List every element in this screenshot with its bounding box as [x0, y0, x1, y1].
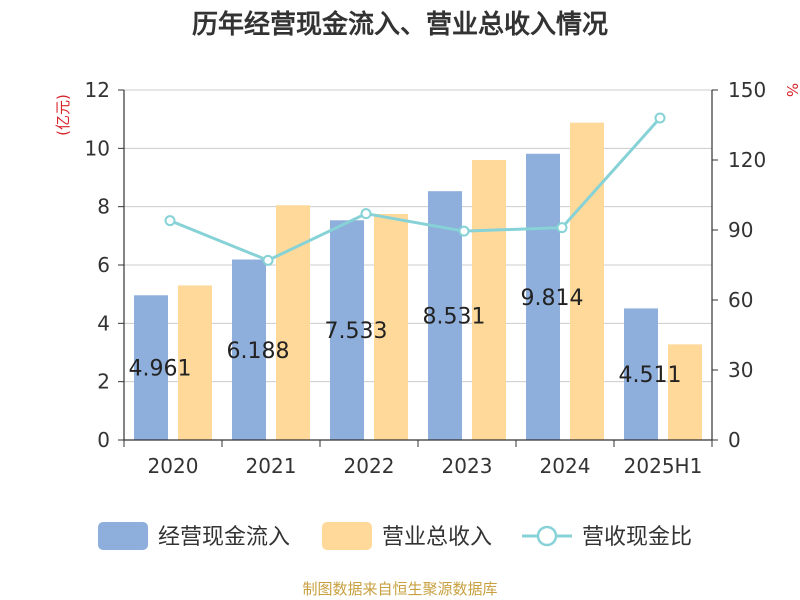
data-label: 8.531	[423, 305, 486, 330]
x-axis-tick-label: 2024	[540, 454, 591, 478]
ratio-line-series	[164, 112, 666, 266]
bar	[232, 259, 266, 440]
gridlines	[124, 89, 712, 383]
bar	[526, 153, 560, 440]
ratio-point	[360, 208, 372, 220]
right-axis-tick-label: 60	[728, 288, 753, 312]
left-axis-tick-label: 8	[97, 195, 110, 219]
bar	[428, 191, 462, 440]
legend-swatch	[322, 522, 372, 550]
bar-series	[134, 122, 702, 441]
data-label: 4.961	[129, 357, 192, 382]
x-axis-tick-label: 2022	[344, 454, 395, 478]
ratio-point	[262, 254, 274, 266]
left-axis-tick-label: 0	[97, 428, 110, 452]
bar	[330, 220, 364, 440]
ratio-line	[169, 117, 662, 262]
bar	[624, 308, 658, 440]
right-axis-tick-label: 30	[728, 358, 753, 382]
bar	[276, 205, 310, 440]
legend-label: 营业总收入	[382, 525, 492, 550]
legend: 经营现金流入 营业总收入 营收现金比	[98, 522, 692, 550]
left-axis-tick-label: 2	[97, 370, 110, 394]
left-axis-tick-label: 12	[85, 78, 110, 102]
data-labels: 4.961 6.188 7.533 8.531 9.814 4.511	[129, 286, 682, 388]
bar	[570, 122, 604, 441]
right-axis-tick-label: 150	[728, 78, 766, 102]
source-note: 制图数据来自恒生聚源数据库	[302, 580, 497, 598]
ratio-point	[556, 222, 568, 234]
bar	[178, 285, 212, 440]
x-axis-tick-label: 2023	[442, 454, 493, 478]
left-axis-tick-label: 4	[97, 311, 110, 335]
bar	[668, 344, 702, 440]
right-axis-tick-label: 90	[728, 218, 753, 242]
ratio-point	[164, 215, 176, 227]
data-label: 7.533	[325, 319, 388, 344]
data-label: 6.188	[227, 339, 290, 364]
legend-label: 经营现金流入	[158, 525, 290, 550]
legend-label: 营收现金比	[582, 525, 692, 550]
data-label: 9.814	[521, 286, 584, 311]
left-axis-tick-label: 10	[85, 136, 110, 160]
left-axis-tick-label: 6	[97, 253, 110, 277]
right-axis-tick-label: 120	[728, 148, 766, 172]
left-axis-unit: (亿元)	[54, 94, 72, 136]
x-axis-tick-label: 2020	[148, 454, 199, 478]
legend-marker	[536, 525, 558, 547]
data-label: 4.511	[619, 363, 682, 388]
bar	[374, 213, 408, 440]
right-axis-unit: %	[783, 83, 800, 97]
right-axis-tick-label: 0	[728, 428, 741, 452]
legend-swatch	[98, 522, 148, 550]
x-axis-tick-label: 2021	[246, 454, 297, 478]
bar	[134, 295, 168, 440]
chart-title: 历年经营现金流入、营业总收入情况	[192, 9, 608, 40]
x-axis-tick-label: 2025H1	[624, 454, 703, 478]
ratio-point	[458, 225, 470, 237]
ratio-point	[654, 112, 666, 124]
bar	[472, 160, 506, 440]
